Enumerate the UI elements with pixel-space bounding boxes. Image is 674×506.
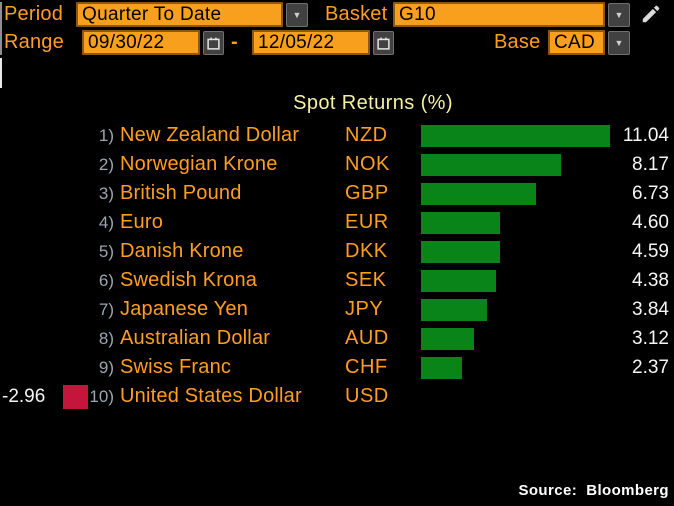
currency-name: Australian Dollar	[120, 327, 271, 349]
pencil-icon	[642, 5, 660, 23]
row-rank: 5)	[98, 242, 114, 261]
base-label: Base	[494, 31, 541, 53]
value-label: 11.04	[622, 125, 669, 146]
source-label: Source: Bloomberg	[518, 482, 669, 499]
chart-row[interactable]: 3) British Pound GBP 6.73	[0, 179, 674, 208]
row-rank: 4)	[98, 213, 114, 232]
base-dropdown-button[interactable]: ▼	[608, 31, 630, 55]
positive-bar	[421, 357, 462, 379]
row-rank: 9)	[98, 358, 114, 377]
negative-value-label: -2.96	[2, 386, 46, 407]
currency-name: Japanese Yen	[120, 298, 249, 320]
chevron-down-icon: ▼	[614, 37, 624, 48]
currency-code: GBP	[345, 182, 389, 204]
positive-bar	[421, 328, 474, 350]
chart-row[interactable]: 6) Swedish Krona SEK 4.38	[0, 266, 674, 295]
base-select[interactable]: CAD	[548, 30, 605, 55]
chart-row[interactable]: -2.96 10) United States Dollar USD	[0, 382, 674, 411]
chart-title: Spot Returns (%)	[293, 92, 453, 114]
chart-rows: 1) New Zealand Dollar NZD 11.04 2) Norwe…	[0, 121, 674, 411]
calendar-icon	[377, 37, 390, 50]
chart-row[interactable]: 4) Euro EUR 4.60	[0, 208, 674, 237]
range-start-input[interactable]: 09/30/22	[82, 30, 200, 55]
chart-row[interactable]: 9) Swiss Franc CHF 2.37	[0, 353, 674, 382]
value-label: 3.84	[632, 299, 669, 320]
basket-dropdown-button[interactable]: ▼	[608, 3, 630, 27]
currency-code: AUD	[345, 327, 389, 349]
chart-row[interactable]: 8) Australian Dollar AUD 3.12	[0, 324, 674, 353]
value-label: 4.38	[632, 270, 669, 291]
basket-select[interactable]: G10	[393, 2, 605, 27]
currency-code: DKK	[345, 240, 388, 262]
row-rank: 2)	[98, 155, 114, 174]
currency-name: British Pound	[120, 182, 242, 204]
positive-bar	[421, 183, 536, 205]
positive-bar	[421, 241, 500, 263]
edit-pencil-icon[interactable]	[638, 1, 664, 27]
range-start-calendar-button[interactable]	[203, 31, 224, 55]
chevron-down-icon: ▼	[292, 9, 302, 20]
control-panel: Period Quarter To Date ▼ Basket G10 ▼ Ra…	[0, 0, 674, 57]
range-end-input[interactable]: 12/05/22	[252, 30, 370, 55]
positive-bar	[421, 299, 487, 321]
row-rank: 10)	[89, 387, 114, 406]
value-label: 4.60	[632, 212, 669, 233]
range-end-calendar-button[interactable]	[373, 31, 394, 55]
negative-bar	[63, 384, 88, 409]
currency-code: JPY	[345, 298, 384, 320]
currency-code: NZD	[345, 124, 388, 146]
calendar-icon	[207, 37, 220, 50]
negative-bar-group: -2.96	[2, 382, 88, 411]
currency-code: NOK	[345, 153, 390, 175]
period-dropdown-button[interactable]: ▼	[286, 3, 308, 27]
value-label: 4.59	[632, 241, 669, 262]
currency-name: Norwegian Krone	[120, 153, 278, 175]
currency-name: Danish Krone	[120, 240, 244, 262]
period-label: Period	[4, 3, 64, 25]
currency-code: CHF	[345, 356, 388, 378]
currency-code: EUR	[345, 211, 389, 233]
chart-row[interactable]: 5) Danish Krone DKK 4.59	[0, 237, 674, 266]
value-label	[589, 382, 669, 411]
value-label: 8.17	[632, 154, 669, 175]
range-separator: -	[231, 31, 238, 53]
row-rank: 3)	[98, 184, 114, 203]
currency-name: Swedish Krona	[120, 269, 258, 291]
positive-bar	[421, 125, 610, 147]
currency-name: New Zealand Dollar	[120, 124, 300, 146]
value-label: 3.12	[632, 328, 669, 349]
currency-name: United States Dollar	[120, 385, 302, 407]
basket-label: Basket	[325, 3, 388, 25]
row-rank: 1)	[98, 126, 114, 145]
row-rank: 7)	[98, 300, 114, 319]
currency-name: Swiss Franc	[120, 356, 232, 378]
currency-code: USD	[345, 385, 389, 407]
panel-left-edge	[0, 2, 2, 55]
value-label: 2.37	[632, 357, 669, 378]
chart-row[interactable]: 1) New Zealand Dollar NZD 11.04	[0, 121, 674, 150]
period-select[interactable]: Quarter To Date	[76, 2, 283, 27]
chevron-down-icon: ▼	[614, 9, 624, 20]
positive-bar	[421, 154, 561, 176]
chart-row[interactable]: 2) Norwegian Krone NOK 8.17	[0, 150, 674, 179]
positive-bar	[421, 270, 496, 292]
currency-code: SEK	[345, 269, 387, 291]
range-label: Range	[4, 31, 64, 53]
chart-row[interactable]: 7) Japanese Yen JPY 3.84	[0, 295, 674, 324]
currency-name: Euro	[120, 211, 164, 233]
row-rank: 6)	[98, 271, 114, 290]
positive-bar	[421, 212, 500, 234]
chart-left-tick	[0, 58, 2, 88]
row-rank: 8)	[98, 329, 114, 348]
value-label: 6.73	[632, 183, 669, 204]
